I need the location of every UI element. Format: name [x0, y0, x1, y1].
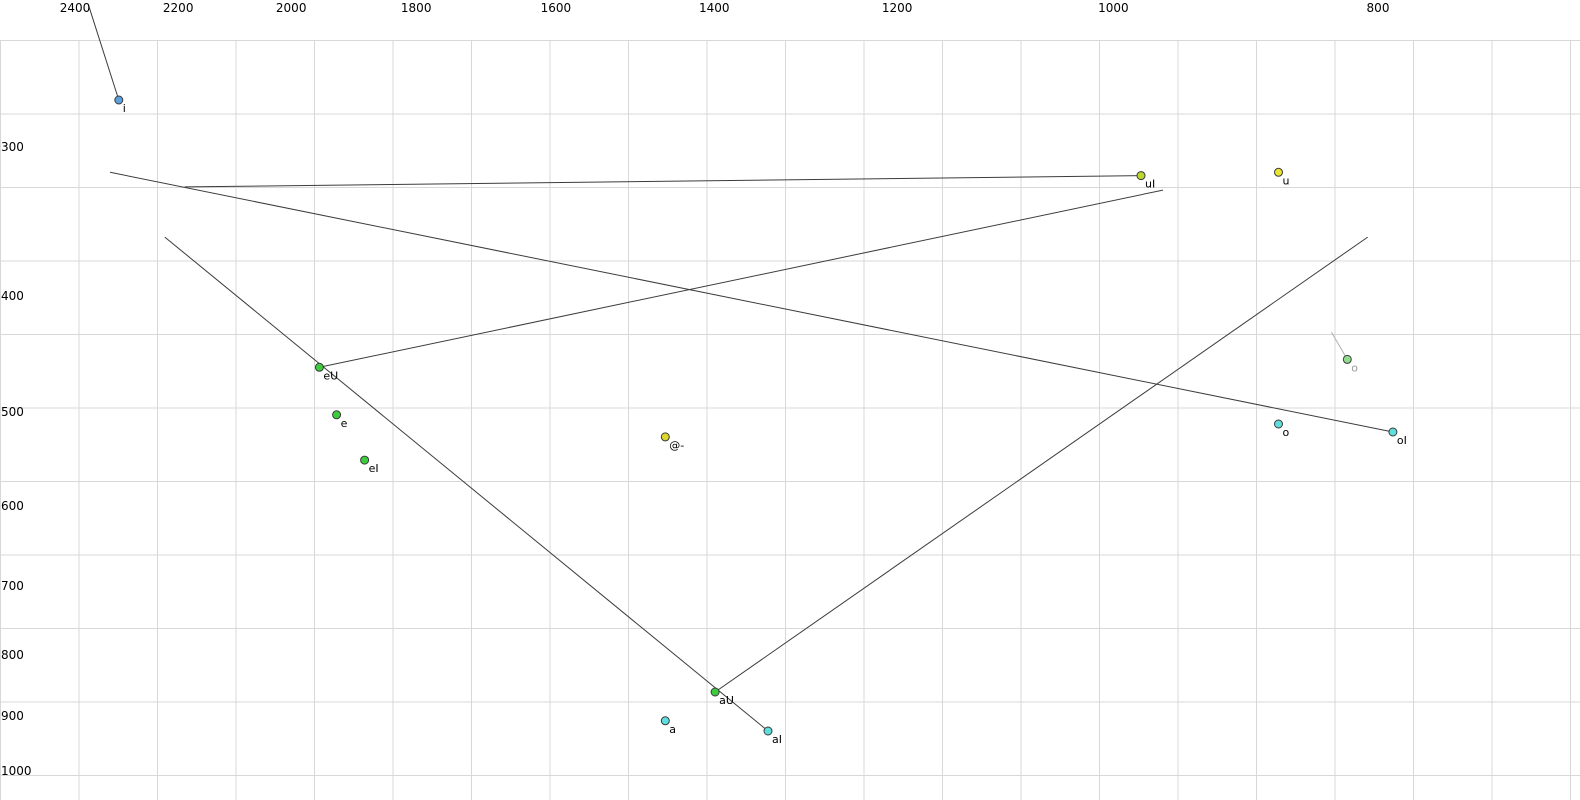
vowel-label-ai-12: aI	[772, 733, 782, 746]
vowel-point-e-4[interactable]	[332, 410, 342, 420]
vowel-point-schwa-6[interactable]	[660, 432, 670, 442]
trajectory-eU-glide	[319, 189, 1164, 368]
x-tick-label-1200: 1200	[881, 1, 913, 15]
y-tick-label-1000: 1000	[1, 763, 32, 778]
trajectory-o-tail	[1331, 332, 1348, 360]
vowel-label-ei-5: eI	[369, 462, 379, 475]
vowel-point-o-7[interactable]	[1342, 354, 1352, 364]
y-tick-label-400: 400	[1, 289, 24, 304]
vowel-label-u-2: u	[1283, 174, 1290, 187]
trajectory-aU-glide	[714, 236, 1368, 693]
vowel-point-au-10[interactable]	[710, 687, 720, 697]
vowel-label-eu-3: eU	[323, 369, 338, 382]
vowel-label-au-10: aU	[719, 694, 734, 707]
vowel-point-ai-12[interactable]	[763, 726, 773, 736]
x-tick-label-2400: 2400	[59, 1, 91, 15]
vowel-point-a-11[interactable]	[660, 716, 670, 726]
x-tick-label-800: 800	[1366, 1, 1390, 15]
vowel-label-a-11: a	[669, 723, 676, 736]
vowel-label-o-7: o	[1351, 361, 1358, 374]
x-tick-label-1600: 1600	[540, 1, 572, 15]
vowel-label-e-4: e	[341, 417, 348, 430]
trajectory-oI-glide	[110, 171, 1393, 433]
x-tick-label-2200: 2200	[162, 1, 194, 15]
x-tick-label-1000: 1000	[1098, 1, 1129, 15]
vowel-label-o-8: o	[1283, 426, 1290, 439]
trajectory-aI-glide	[164, 236, 769, 732]
y-tick-label-600: 600	[1, 499, 24, 514]
x-tick-label-1400: 1400	[699, 1, 730, 15]
y-tick-label-500: 500	[1, 404, 24, 419]
vowel-label-oi-9: oI	[1397, 434, 1407, 447]
y-tick-label-300: 300	[1, 140, 24, 154]
y-tick-label-800: 800	[1, 648, 24, 663]
x-tick-label-2000: 2000	[275, 1, 307, 15]
trajectory-uI-glide	[184, 175, 1142, 188]
vowel-point-oi-9[interactable]	[1388, 427, 1398, 437]
vowel-point-ui-1[interactable]	[1136, 171, 1146, 181]
vowel-label-i-0: i	[123, 102, 126, 115]
vowel-point-i-0[interactable]	[114, 95, 124, 105]
x-tick-label-1800: 1800	[400, 1, 432, 15]
vowel-point-ei-5[interactable]	[360, 455, 370, 465]
y-tick-label-900: 900	[1, 709, 24, 724]
trajectory-i-tail	[87, 4, 120, 101]
vowel-point-eu-3[interactable]	[314, 362, 324, 372]
vowel-label-schwa-6: @-	[669, 439, 684, 452]
y-tick-label-700: 700	[1, 579, 24, 593]
vowel-point-o-8[interactable]	[1274, 419, 1283, 429]
grid	[0, 40, 1580, 800]
vowel-point-u-2[interactable]	[1274, 167, 1283, 177]
vowel-label-ui-1: uI	[1145, 178, 1155, 191]
